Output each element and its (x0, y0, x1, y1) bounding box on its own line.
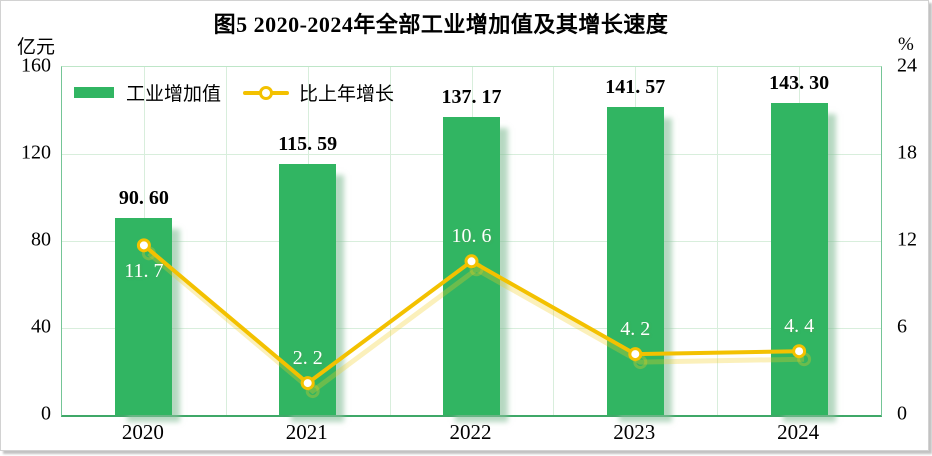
line-series (136, 238, 812, 399)
line-point-2021 (300, 376, 315, 391)
line-point-2020 (136, 238, 151, 253)
x-label-2020: 2020 (121, 420, 164, 444)
x-axis-labels: 2020 2021 2022 2023 2024 (61, 418, 880, 450)
bar-value-label-2022: 137. 17 (441, 85, 502, 108)
left-tick-40: 40 (31, 315, 51, 338)
left-axis-unit-label: 亿元 (17, 37, 56, 58)
x-label-2023: 2023 (613, 420, 656, 444)
right-tick-24: 24 (897, 54, 917, 77)
legend-line-swatch-icon (243, 85, 290, 100)
left-tick-80: 80 (31, 228, 51, 251)
line-value-label-2023: 4. 2 (620, 318, 651, 341)
line-value-label-2022: 10. 6 (451, 225, 492, 248)
legend-circle-marker-icon (259, 85, 274, 100)
right-tick-12: 12 (897, 228, 917, 251)
line-value-label-2020: 11. 7 (124, 260, 164, 283)
chart-title: 图5 2020-2024年全部工业增加值及其增长速度 (213, 12, 669, 37)
legend-bar-label: 工业增加值 (126, 84, 222, 105)
left-tick-0: 0 (41, 402, 51, 425)
bar-value-label-2021: 115. 59 (278, 132, 338, 155)
right-tick-0: 0 (897, 402, 907, 425)
legend: 工业增加值 比上年增长 (74, 79, 394, 106)
bar-value-label-2020: 90. 60 (118, 186, 169, 209)
x-label-2021: 2021 (285, 420, 328, 444)
right-axis-ticks: 0 6 12 18 24 (897, 55, 932, 425)
line-point-2022 (464, 254, 479, 269)
right-tick-6: 6 (897, 315, 907, 338)
line-value-label-2024: 4. 4 (784, 315, 815, 338)
left-axis-ticks: 0 40 80 120 160 (1, 55, 51, 425)
right-tick-18: 18 (897, 141, 917, 164)
legend-line-label: 比上年增长 (299, 84, 395, 105)
left-tick-120: 120 (21, 141, 51, 164)
right-axis-unit-label: % (898, 34, 914, 55)
line-point-2023 (628, 347, 643, 362)
bar-2021 (279, 163, 337, 415)
line-value-label-2021: 2. 2 (292, 347, 323, 370)
line-shadow (141, 246, 812, 399)
bar-value-label-2023: 141. 57 (605, 76, 666, 99)
x-label-2022: 2022 (449, 420, 492, 444)
plot-area: 90. 60 115. 59 137. 17 141. 57 143. 30 11. 7… (61, 66, 882, 417)
legend-bar-swatch-icon (74, 87, 114, 98)
bar-2024 (770, 103, 828, 415)
left-tick-160: 160 (21, 54, 51, 77)
bar-2023 (606, 107, 664, 415)
bar-value-label-2024: 143. 30 (769, 72, 830, 95)
line-point-2024 (792, 344, 807, 359)
x-label-2024: 2024 (777, 420, 820, 444)
